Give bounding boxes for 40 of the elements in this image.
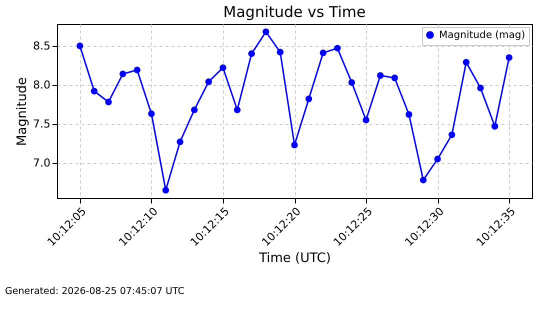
y-tick-label: 8.5 <box>33 39 50 52</box>
point <box>205 78 212 86</box>
point <box>134 66 140 74</box>
text: Generated: 2026-08-25 07:45:07 UTC <box>5 286 185 297</box>
point <box>176 138 184 146</box>
y-tick-label: 7.0 <box>33 156 50 170</box>
chart-title: Magnitude vs Time <box>223 3 366 21</box>
point <box>406 111 412 118</box>
point <box>434 156 441 162</box>
point <box>162 186 170 194</box>
point <box>262 28 270 36</box>
point <box>362 116 370 124</box>
point <box>234 106 241 114</box>
point <box>506 54 512 61</box>
point <box>76 42 84 50</box>
point <box>305 96 312 102</box>
point <box>119 70 126 78</box>
y-tick-label: 7.5 <box>33 117 50 130</box>
y-axis-title: Magnitude <box>15 77 30 146</box>
y-tick-label: 8.0 <box>33 78 50 92</box>
point <box>448 131 456 138</box>
point <box>477 84 484 92</box>
point <box>291 142 298 148</box>
point <box>276 48 284 56</box>
point <box>391 74 398 82</box>
point <box>190 106 198 114</box>
x-axis-title: Time (UTC) <box>258 251 331 266</box>
point <box>220 64 226 72</box>
point <box>148 110 155 118</box>
point <box>248 50 255 57</box>
point <box>491 122 498 130</box>
point <box>376 72 384 79</box>
point <box>105 98 112 106</box>
point <box>462 58 470 66</box>
point <box>334 44 341 52</box>
point <box>320 50 326 56</box>
point <box>90 88 98 94</box>
point <box>420 176 427 184</box>
point <box>348 79 356 86</box>
legend-label: Magnitude (mag) <box>439 30 526 41</box>
